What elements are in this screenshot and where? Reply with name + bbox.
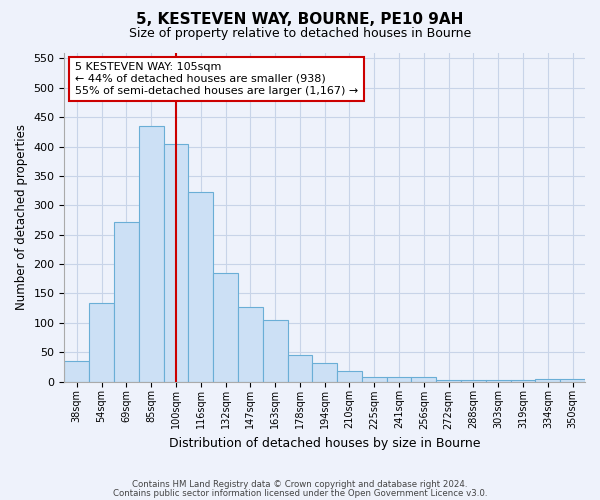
Bar — [362, 378, 386, 382]
Bar — [511, 380, 535, 382]
Bar — [238, 308, 263, 382]
Bar — [164, 144, 188, 382]
Bar — [213, 274, 238, 382]
Bar — [461, 380, 486, 382]
Bar — [114, 222, 139, 382]
Bar — [287, 354, 313, 382]
Bar — [486, 380, 511, 382]
Y-axis label: Number of detached properties: Number of detached properties — [15, 124, 28, 310]
Bar — [64, 361, 89, 382]
Bar — [560, 379, 585, 382]
Bar — [535, 378, 560, 382]
Text: 5 KESTEVEN WAY: 105sqm
← 44% of detached houses are smaller (938)
55% of semi-de: 5 KESTEVEN WAY: 105sqm ← 44% of detached… — [75, 62, 358, 96]
Bar — [89, 304, 114, 382]
Text: 5, KESTEVEN WAY, BOURNE, PE10 9AH: 5, KESTEVEN WAY, BOURNE, PE10 9AH — [136, 12, 464, 28]
Text: Contains public sector information licensed under the Open Government Licence v3: Contains public sector information licen… — [113, 488, 487, 498]
Bar — [337, 371, 362, 382]
Bar — [139, 126, 164, 382]
Text: Contains HM Land Registry data © Crown copyright and database right 2024.: Contains HM Land Registry data © Crown c… — [132, 480, 468, 489]
Bar — [436, 380, 461, 382]
Bar — [188, 192, 213, 382]
Bar — [412, 378, 436, 382]
Text: Size of property relative to detached houses in Bourne: Size of property relative to detached ho… — [129, 28, 471, 40]
Bar — [313, 364, 337, 382]
Bar — [263, 320, 287, 382]
X-axis label: Distribution of detached houses by size in Bourne: Distribution of detached houses by size … — [169, 437, 481, 450]
Bar — [386, 377, 412, 382]
